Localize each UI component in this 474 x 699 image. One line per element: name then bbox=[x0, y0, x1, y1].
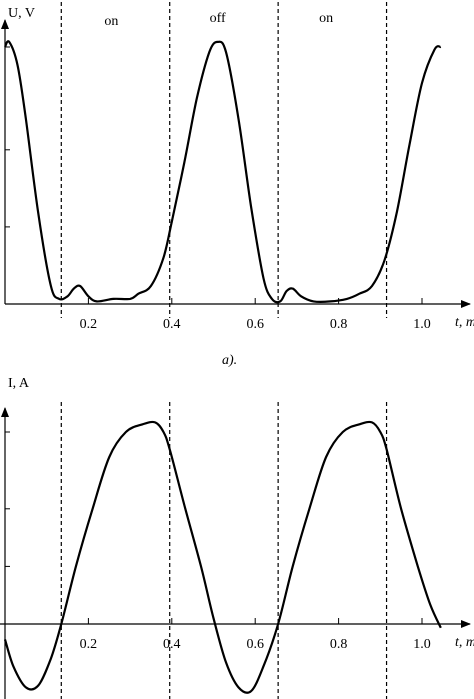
x-ticks-a: 0.2 0.4 0.6 0.8 1.0 bbox=[80, 298, 431, 332]
y-axis-label-a: U, V bbox=[8, 6, 35, 21]
x-tick-label: 0.6 bbox=[246, 637, 264, 652]
y-ticks-b bbox=[5, 431, 10, 567]
x-tick-label: 0.6 bbox=[246, 317, 264, 332]
x-tick-label: 1.0 bbox=[413, 637, 431, 652]
x-tick-label: 0.8 bbox=[330, 317, 348, 332]
chart-a: U, V t, ms a). 0.2 0.4 0.6 0.8 1.0 on off on bbox=[0, 2, 474, 368]
chart-b: I, A t, ms 0.2 0.4 0.6 0.8 1.0 bbox=[0, 376, 474, 699]
region-label: off bbox=[210, 11, 226, 26]
x-axis-label-b: t, ms bbox=[455, 635, 474, 650]
series-a bbox=[4, 40, 442, 304]
caption-a: a). bbox=[222, 353, 237, 368]
boundaries-a bbox=[60, 2, 388, 318]
x-tick-label: 0.2 bbox=[80, 317, 98, 332]
x-tick-label: 0.4 bbox=[163, 317, 181, 332]
y-axis-label-b: I, A bbox=[8, 376, 30, 391]
x-tick-label: 0.2 bbox=[80, 637, 98, 652]
region-label: on bbox=[319, 11, 333, 26]
series-line bbox=[4, 40, 442, 304]
x-tick-label: 1.0 bbox=[413, 317, 431, 332]
y-ticks-a bbox=[5, 46, 10, 228]
x-axis-label-a: t, ms bbox=[455, 315, 474, 330]
region-label: on bbox=[104, 14, 118, 29]
series-line bbox=[3, 420, 442, 694]
series-b bbox=[3, 420, 442, 694]
x-tick-label: 0.4 bbox=[163, 637, 181, 652]
x-ticks-b: 0.2 0.4 0.6 0.8 1.0 bbox=[80, 618, 431, 652]
x-tick-label: 0.8 bbox=[330, 637, 348, 652]
region-labels-a: on off on bbox=[104, 11, 333, 29]
